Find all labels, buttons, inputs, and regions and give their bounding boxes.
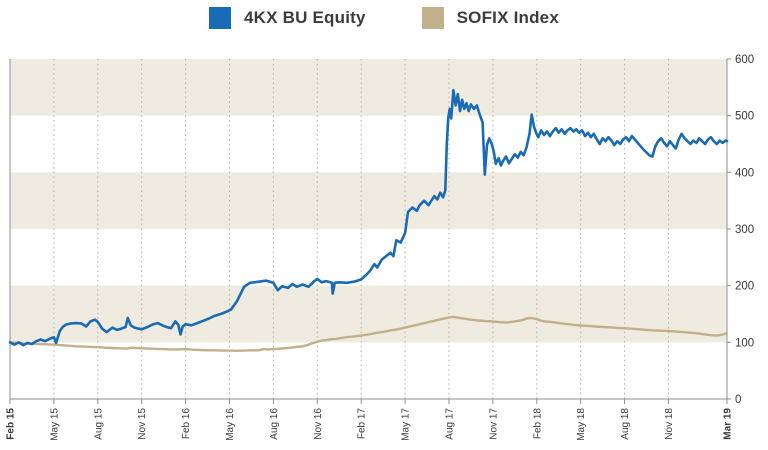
legend-item-4kx-bu-equity: 4KX BU Equity	[209, 7, 366, 29]
y-tick-label-400: 400	[735, 167, 754, 179]
x-tick-label-nov-17: Nov 17	[488, 408, 499, 440]
legend-swatch-sofix-index	[421, 7, 444, 29]
y-tick-label-200: 200	[735, 281, 754, 293]
x-tick-label-aug-18: Aug 18	[620, 408, 631, 440]
x-tick-label-nov-16: Nov 16	[313, 408, 324, 440]
x-tick-label-nov-15: Nov 15	[137, 408, 148, 440]
x-tick-label-feb-16: Feb 16	[181, 408, 192, 440]
background-band-2	[10, 59, 727, 116]
x-tick-label-feb-17: Feb 17	[357, 408, 368, 440]
series-line-sofix-index	[8, 315, 729, 352]
x-tick-label-aug-16: Aug 16	[269, 408, 280, 440]
x-tick-label-may-17: May 17	[401, 408, 412, 441]
background-band-0	[10, 285, 727, 343]
x-tick-label-feb-18: Feb 18	[532, 408, 543, 440]
y-tick-label-300: 300	[735, 224, 754, 236]
x-tick-label-aug-17: Aug 17	[444, 408, 455, 440]
x-tick-label-aug-15: Aug 15	[93, 408, 104, 440]
y-tick-label-100: 100	[735, 337, 754, 349]
legend-label-4kx-bu-equity: 4KX BU Equity	[244, 8, 366, 27]
x-tick-label-may-15: May 15	[49, 408, 60, 441]
y-tick-label-600: 600	[735, 54, 754, 66]
x-tick-label-mar-19: Mar 19	[723, 408, 734, 440]
legend-swatch-4kx-bu-equity	[209, 7, 232, 29]
y-tick-label-500: 500	[735, 111, 754, 123]
x-tick-label-may-16: May 16	[225, 408, 236, 441]
y-tick-label-0: 0	[735, 394, 741, 406]
legend-label-sofix-index: SOFIX Index	[456, 8, 559, 27]
background-band-1	[10, 172, 727, 229]
chart-legend: 4KX BU Equity SOFIX Index	[0, 3, 768, 33]
legend-item-sofix-index: SOFIX Index	[421, 7, 559, 29]
x-tick-label-nov-18: Nov 18	[664, 408, 675, 440]
series-line-4kx-bu-equity	[8, 88, 729, 347]
x-tick-label-feb-15: Feb 15	[6, 408, 17, 440]
x-tick-label-may-18: May 18	[576, 408, 587, 441]
